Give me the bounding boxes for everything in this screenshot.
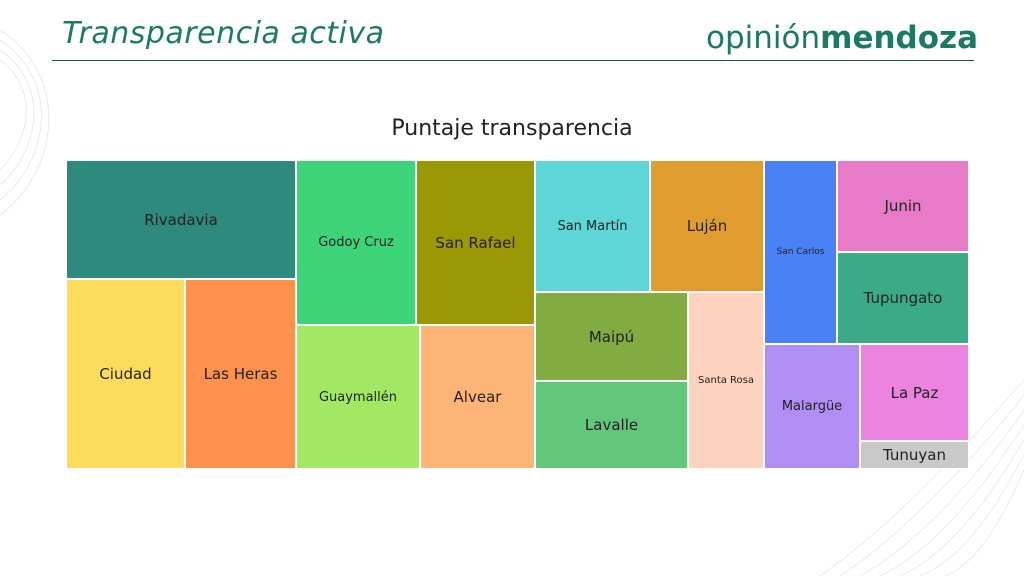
treemap-tile-label: Tupungato — [863, 289, 943, 307]
treemap-tile-label: San Carlos — [776, 247, 825, 257]
treemap-tile-label: Lavalle — [584, 416, 639, 434]
treemap-tile: La Paz — [860, 344, 969, 441]
brand-logo: opiniónmendoza — [706, 20, 978, 56]
header-divider — [52, 60, 974, 61]
treemap-tile: Luján — [650, 160, 764, 292]
treemap-tile: Godoy Cruz — [296, 160, 416, 325]
treemap-tile: Rivadavia — [66, 160, 296, 279]
treemap-tile-label: La Paz — [890, 383, 939, 402]
treemap-tile: Malargüe — [764, 344, 860, 469]
treemap-tile: Tupungato — [837, 252, 969, 344]
treemap-tile-label: Maipú — [588, 327, 635, 346]
treemap-tile-label: Luján — [686, 217, 728, 235]
treemap-tile-label: Rivadavia — [144, 210, 218, 229]
treemap-tile: Junin — [837, 160, 969, 252]
treemap-tile: Las Heras — [185, 279, 296, 469]
treemap-tile-label: San Rafael — [435, 233, 516, 252]
treemap-tile: Alvear — [420, 325, 535, 469]
treemap-tile: San Rafael — [416, 160, 535, 325]
treemap-tile-label: Ciudad — [99, 365, 152, 383]
treemap-tile: Guaymallén — [296, 325, 420, 469]
brand-name-bold: mendoza — [820, 20, 978, 56]
treemap-tile-label: Santa Rosa — [698, 375, 754, 386]
treemap-tile-label: San Martín — [557, 218, 628, 234]
treemap-tile: San Martín — [535, 160, 650, 292]
chart-title: Puntaje transparencia — [391, 116, 633, 141]
page-title: Transparencia activa — [62, 16, 385, 51]
treemap-chart: Rivadavia Ciudad Las Heras Godoy Cruz Guayma… — [66, 160, 969, 469]
treemap-tile-label: Alvear — [453, 388, 502, 406]
treemap-tile-label: Guaymallén — [318, 389, 398, 405]
treemap-tile-label: Tunuyan — [883, 446, 946, 464]
treemap-tile: San Carlos — [764, 160, 837, 344]
treemap-tile: Santa Rosa — [688, 292, 764, 469]
treemap-tile: Maipú — [535, 292, 688, 381]
treemap-tile-label: Las Heras — [203, 365, 278, 383]
treemap-tile-label: Junin — [884, 197, 922, 215]
treemap-tile: Tunuyan — [860, 441, 969, 469]
treemap-tile: Ciudad — [66, 279, 185, 469]
treemap-tile-label: Malargüe — [781, 399, 843, 414]
treemap-tile: Lavalle — [535, 381, 688, 469]
treemap-tile-label: Godoy Cruz — [318, 235, 394, 250]
brand-name-regular: opinión — [706, 20, 821, 56]
